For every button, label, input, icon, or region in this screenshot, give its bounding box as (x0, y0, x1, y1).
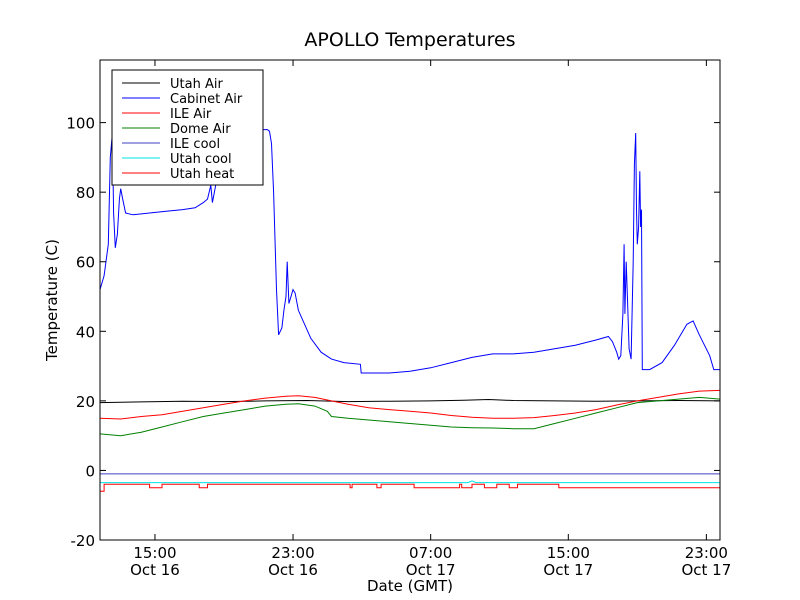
y-tick-label: 100 (66, 115, 95, 133)
x-axis-label: Date (GMT) (367, 577, 453, 595)
y-tick-label: 0 (85, 462, 95, 480)
series-line-utah-cool (100, 480, 720, 484)
x-tick-date-label: Oct 16 (130, 561, 180, 579)
x-tick-time-label: 07:00 (409, 544, 452, 562)
y-tick-label: 60 (76, 254, 95, 272)
x-tick-date-label: Oct 16 (268, 561, 318, 579)
legend-label: Utah cool (170, 152, 232, 167)
y-tick-label: -20 (71, 532, 96, 550)
x-tick-date-label: Oct 17 (406, 561, 456, 579)
legend-label: Utah Air (170, 77, 223, 92)
series-line-ile-air (100, 389, 720, 420)
legend-label: Dome Air (170, 122, 231, 137)
y-axis-label: Temperature (C) (43, 239, 61, 362)
legend-label: ILE Air (170, 107, 212, 122)
y-axis-ticks: 100 80 60 40 20 0 -20 (66, 115, 720, 550)
x-tick-time-label: 23:00 (271, 544, 314, 562)
legend-label: Utah heat (170, 167, 234, 182)
chart-title: APOLLO Temperatures (304, 29, 515, 51)
series-line-utah-air (100, 398, 720, 404)
y-tick-label: 80 (76, 184, 95, 202)
legend-label: ILE cool (170, 137, 220, 152)
x-tick-date-label: Oct 17 (681, 561, 731, 579)
x-tick-date-label: Oct 17 (543, 561, 593, 579)
y-tick-label: 40 (76, 323, 95, 341)
x-tick-time-label: 15:00 (547, 544, 590, 562)
series-line-cabinet-air (100, 129, 720, 374)
y-tick-label: 20 (76, 393, 95, 411)
series-line-utah-heat (100, 483, 720, 492)
series-layer (100, 129, 720, 492)
series-line-dome-air (100, 396, 720, 437)
x-tick-time-label: 15:00 (133, 544, 176, 562)
legend-label: Cabinet Air (170, 92, 243, 107)
x-tick-time-label: 23:00 (685, 544, 728, 562)
plot-frame (99, 59, 721, 541)
